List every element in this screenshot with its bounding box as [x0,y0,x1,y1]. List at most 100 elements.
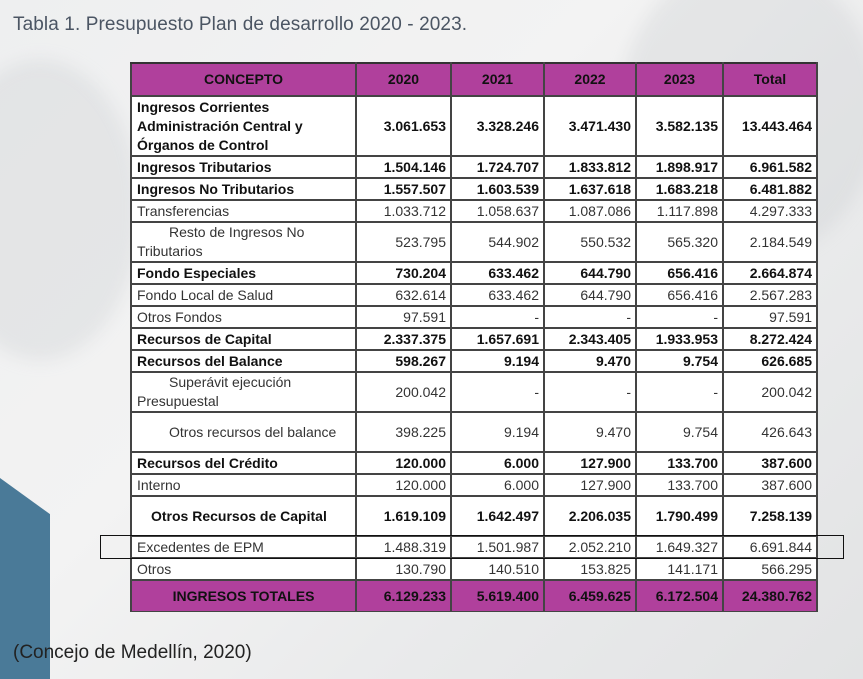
value-2023: 1.898.917 [635,155,724,179]
table-row: Fondo Local de Salud 632.614 633.462 644… [130,283,818,307]
value-2023: 1.933.953 [635,327,724,351]
total-2022: 6.459.625 [543,579,637,612]
value-2021: 1.058.637 [450,199,545,223]
value-2020: 632.614 [355,283,452,307]
value-2022: 2.206.035 [543,495,637,537]
value-total: 97.591 [722,305,818,329]
value-2020: 200.042 [355,371,452,413]
table-row: Otros Recursos de Capital 1.619.109 1.64… [130,495,818,537]
value-2023: 656.416 [635,283,724,307]
total-total: 24.380.762 [722,579,818,612]
value-2021: 6.000 [450,451,545,475]
row-concept: Superávit ejecución Presupuestal [130,371,357,413]
value-2023: 141.171 [635,557,724,581]
table-row: Otros recursos del balance 398.225 9.194… [130,411,818,453]
value-2022: 1.833.812 [543,155,637,179]
value-total: 13.443.464 [722,95,818,157]
value-2021: 633.462 [450,261,545,285]
table-row: Interno 120.000 6.000 127.900 133.700 38… [130,473,818,497]
value-2021: - [450,371,545,413]
value-total: 387.600 [722,451,818,475]
total-2020: 6.129.233 [355,579,452,612]
table-row: Ingresos Corrientes Administración Centr… [130,95,818,157]
decorative-side-shape [0,478,50,679]
table-row: Transferencias 1.033.712 1.058.637 1.087… [130,199,818,223]
header-2022: 2022 [543,62,637,97]
row-concept: Otros recursos del balance [130,411,357,453]
value-2022: 3.471.430 [543,95,637,157]
value-total: 387.600 [722,473,818,497]
value-2023: 1.117.898 [635,199,724,223]
value-2022: 550.532 [543,221,637,263]
budget-table: CONCEPTO 2020 2021 2022 2023 Total Ingre… [130,62,818,612]
value-2022: 2.343.405 [543,327,637,351]
value-2022: 2.052.210 [543,535,637,559]
row-concept: Otros Recursos de Capital [130,495,357,537]
value-2023: 565.320 [635,221,724,263]
value-2020: 3.061.653 [355,95,452,157]
value-2022: 644.790 [543,261,637,285]
value-total: 2.184.549 [722,221,818,263]
table-row-highlighted: Excedentes de EPM 1.488.319 1.501.987 2.… [130,535,818,559]
value-2022: 127.900 [543,473,637,497]
value-2021: 140.510 [450,557,545,581]
table-row: Recursos del Balance 598.267 9.194 9.470… [130,349,818,373]
total-row: INGRESOS TOTALES 6.129.233 5.619.400 6.4… [130,579,818,612]
row-concept: Ingresos Tributarios [130,155,357,179]
row-concept: Otros Fondos [130,305,357,329]
row-concept: Ingresos No Tributarios [130,177,357,201]
value-total: 7.258.139 [722,495,818,537]
value-2023: 133.700 [635,451,724,475]
row-concept: Recursos del Crédito [130,451,357,475]
value-2020: 1.488.319 [355,535,452,559]
value-total: 6.691.844 [722,535,818,559]
total-concept: INGRESOS TOTALES [130,579,357,612]
table-row: Recursos de Capital 2.337.375 1.657.691 … [130,327,818,351]
value-2023: - [635,371,724,413]
value-2023: 1.790.499 [635,495,724,537]
value-2020: 523.795 [355,221,452,263]
header-2020: 2020 [355,62,452,97]
row-concept: Recursos del Balance [130,349,357,373]
header-2021: 2021 [450,62,545,97]
value-2022: 644.790 [543,283,637,307]
value-total: 2.664.874 [722,261,818,285]
value-2021: 633.462 [450,283,545,307]
header-concepto: CONCEPTO [130,62,357,97]
value-2021: 1.724.707 [450,155,545,179]
value-2023: 656.416 [635,261,724,285]
value-2020: 2.337.375 [355,327,452,351]
value-2021: 9.194 [450,411,545,453]
table-row: Fondo Especiales 730.204 633.462 644.790… [130,261,818,285]
value-2021: - [450,305,545,329]
value-2020: 120.000 [355,473,452,497]
table-header-row: CONCEPTO 2020 2021 2022 2023 Total [130,62,818,97]
value-2022: 127.900 [543,451,637,475]
value-2020: 1.619.109 [355,495,452,537]
table-row: Otros 130.790 140.510 153.825 141.171 56… [130,557,818,581]
value-total: 200.042 [722,371,818,413]
table-row: Resto de Ingresos No Tributarios 523.795… [130,221,818,263]
value-2020: 130.790 [355,557,452,581]
value-2022: 153.825 [543,557,637,581]
row-concept: Ingresos Corrientes Administración Centr… [130,95,357,157]
value-total: 6.961.582 [722,155,818,179]
row-concept: Interno [130,473,357,497]
row-concept: Fondo Local de Salud [130,283,357,307]
value-2022: 1.637.618 [543,177,637,201]
background-blur [0,60,140,360]
value-2022: 9.470 [543,411,637,453]
value-2021: 544.902 [450,221,545,263]
value-total: 566.295 [722,557,818,581]
value-2023: 9.754 [635,411,724,453]
row-concept: Fondo Especiales [130,261,357,285]
value-2020: 398.225 [355,411,452,453]
value-total: 2.567.283 [722,283,818,307]
value-2022: - [543,371,637,413]
row-concept: Recursos de Capital [130,327,357,351]
row-concept: Excedentes de EPM [130,535,357,559]
table-row: Ingresos No Tributarios 1.557.507 1.603.… [130,177,818,201]
value-2023: 133.700 [635,473,724,497]
value-2021: 1.657.691 [450,327,545,351]
value-2023: 9.754 [635,349,724,373]
